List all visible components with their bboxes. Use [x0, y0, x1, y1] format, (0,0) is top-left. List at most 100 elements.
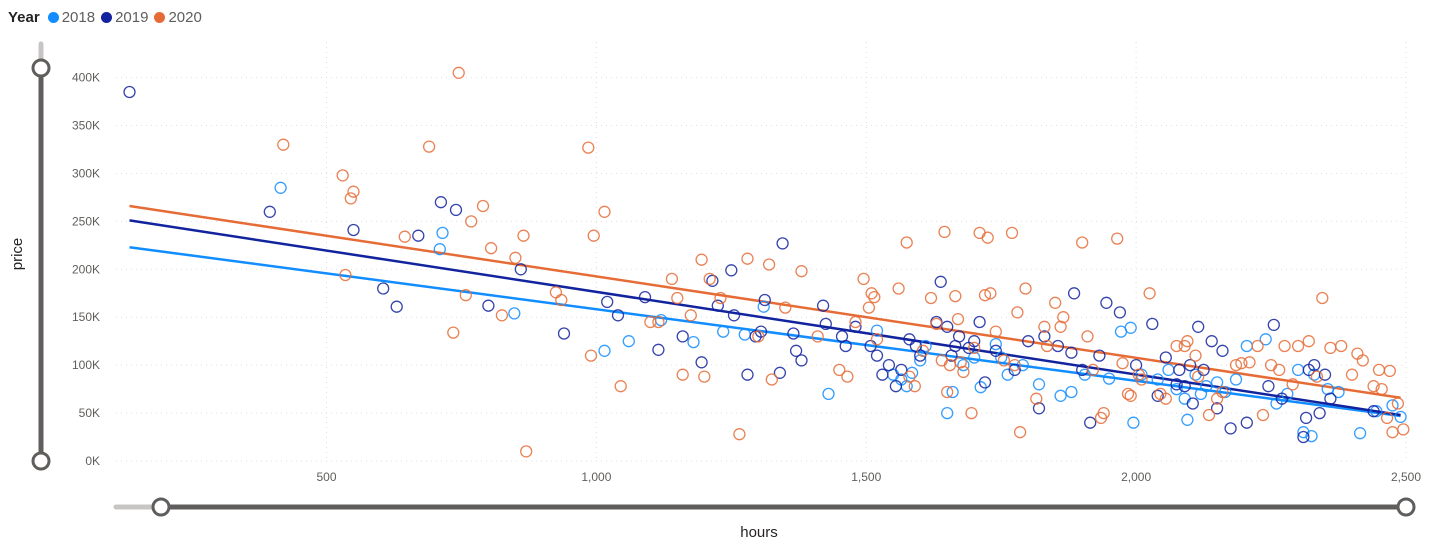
data-point-2019[interactable] — [934, 275, 947, 288]
data-point-2020[interactable] — [833, 363, 846, 377]
data-point-2020[interactable] — [644, 315, 657, 329]
data-point-2020[interactable] — [1391, 397, 1405, 410]
data-point-2020[interactable] — [1008, 358, 1021, 372]
data-point-2019[interactable] — [412, 229, 425, 242]
data-point-2019[interactable] — [347, 223, 360, 237]
data-point-2019[interactable] — [1022, 335, 1035, 348]
data-point-2020[interactable] — [714, 291, 727, 305]
data-point-2019[interactable] — [1173, 363, 1186, 377]
data-point-2020[interactable] — [949, 289, 962, 303]
data-point-2019[interactable] — [1299, 411, 1313, 425]
data-point-2018[interactable] — [717, 325, 730, 338]
data-point-2019[interactable] — [889, 380, 903, 393]
data-point-2020[interactable] — [900, 236, 913, 249]
data-point-2019[interactable] — [1318, 368, 1332, 381]
data-point-2020[interactable] — [398, 230, 411, 243]
data-point-2020[interactable] — [1251, 339, 1264, 353]
data-point-2020[interactable] — [1038, 320, 1051, 333]
data-point-2020[interactable] — [1386, 426, 1399, 439]
data-point-2019[interactable] — [695, 356, 708, 369]
data-point-2020[interactable] — [1229, 358, 1243, 372]
data-point-2020[interactable] — [1380, 411, 1394, 425]
data-point-2019[interactable] — [1093, 349, 1106, 362]
data-point-2019[interactable] — [1192, 320, 1205, 333]
data-point-2018[interactable] — [822, 387, 835, 401]
data-point-2020[interactable] — [795, 265, 808, 278]
data-point-2019[interactable] — [773, 366, 787, 379]
data-point-2020[interactable] — [277, 138, 290, 151]
data-point-2020[interactable] — [1383, 364, 1396, 378]
data-point-2018[interactable] — [687, 335, 700, 349]
data-point-2020[interactable] — [957, 365, 970, 379]
data-point-2020[interactable] — [1302, 335, 1315, 348]
data-point-2020[interactable] — [1243, 356, 1256, 369]
x-slider-handle-left[interactable] — [151, 497, 171, 517]
data-point-2018[interactable] — [1291, 363, 1305, 377]
data-point-2020[interactable] — [733, 428, 746, 441]
data-point-2019[interactable] — [1275, 392, 1289, 405]
data-point-2019[interactable] — [816, 299, 830, 312]
data-point-2018[interactable] — [1297, 426, 1310, 439]
data-point-2019[interactable] — [1065, 346, 1078, 359]
data-point-2020[interactable] — [870, 333, 884, 346]
data-point-2020[interactable] — [1005, 226, 1019, 240]
data-point-2020[interactable] — [1397, 423, 1410, 436]
data-point-2019[interactable] — [903, 333, 916, 346]
data-point-2019[interactable] — [706, 274, 719, 287]
x-slider-handle-right[interactable] — [1396, 497, 1416, 517]
data-point-2019[interactable] — [758, 293, 771, 307]
data-point-2018[interactable] — [1229, 373, 1243, 386]
data-point-2020[interactable] — [981, 231, 994, 244]
data-point-2018[interactable] — [757, 300, 770, 313]
data-point-2019[interactable] — [895, 363, 908, 377]
data-point-2020[interactable] — [509, 251, 522, 264]
data-point-2020[interactable] — [495, 309, 509, 322]
data-point-2019[interactable] — [1267, 318, 1280, 332]
data-point-2020[interactable] — [703, 272, 716, 286]
data-point-2018[interactable] — [508, 307, 521, 320]
data-point-2020[interactable] — [1189, 349, 1202, 362]
data-point-2018[interactable] — [622, 335, 635, 348]
data-point-2020[interactable] — [752, 330, 765, 343]
data-point-2020[interactable] — [762, 258, 776, 271]
data-point-2019[interactable] — [787, 327, 800, 340]
data-point-2020[interactable] — [892, 282, 905, 295]
data-point-2018[interactable] — [433, 243, 446, 256]
data-point-2020[interactable] — [924, 291, 938, 305]
data-point-2020[interactable] — [997, 354, 1011, 367]
data-point-2018[interactable] — [1386, 399, 1399, 412]
data-point-2019[interactable] — [601, 295, 614, 309]
data-point-2018[interactable] — [1102, 372, 1116, 385]
data-point-2020[interactable] — [584, 349, 598, 362]
data-point-2018[interactable] — [1210, 376, 1224, 389]
data-point-2019[interactable] — [1084, 416, 1097, 429]
legend-item-2020[interactable]: 2020 — [154, 9, 202, 26]
data-point-2018[interactable] — [870, 324, 884, 337]
data-point-2020[interactable] — [865, 287, 878, 300]
data-point-2019[interactable] — [989, 344, 1002, 357]
data-point-2020[interactable] — [671, 291, 684, 305]
data-point-2020[interactable] — [841, 370, 854, 383]
data-point-2018[interactable] — [1181, 413, 1194, 426]
data-point-2019[interactable] — [839, 339, 852, 353]
data-point-2020[interactable] — [1192, 370, 1205, 383]
data-point-2020[interactable] — [459, 289, 472, 302]
data-point-2020[interactable] — [1019, 282, 1032, 295]
data-point-2020[interactable] — [517, 229, 530, 242]
data-point-2020[interactable] — [1316, 291, 1329, 305]
data-point-2019[interactable] — [973, 315, 986, 329]
data-point-2019[interactable] — [263, 205, 276, 218]
data-point-2020[interactable] — [1111, 232, 1124, 245]
data-point-2018[interactable] — [1124, 321, 1137, 334]
data-point-2018[interactable] — [1353, 427, 1367, 440]
data-point-2020[interactable] — [916, 344, 930, 357]
data-point-2019[interactable] — [1186, 397, 1199, 410]
data-point-2020[interactable] — [1310, 370, 1324, 383]
data-point-2019[interactable] — [1100, 296, 1113, 309]
y-slider-handle-bottom[interactable] — [31, 451, 51, 471]
data-point-2019[interactable] — [741, 368, 754, 381]
data-point-2018[interactable] — [946, 385, 959, 399]
data-point-2020[interactable] — [652, 315, 665, 329]
data-point-2020[interactable] — [614, 380, 627, 393]
data-point-2019[interactable] — [1313, 406, 1326, 420]
